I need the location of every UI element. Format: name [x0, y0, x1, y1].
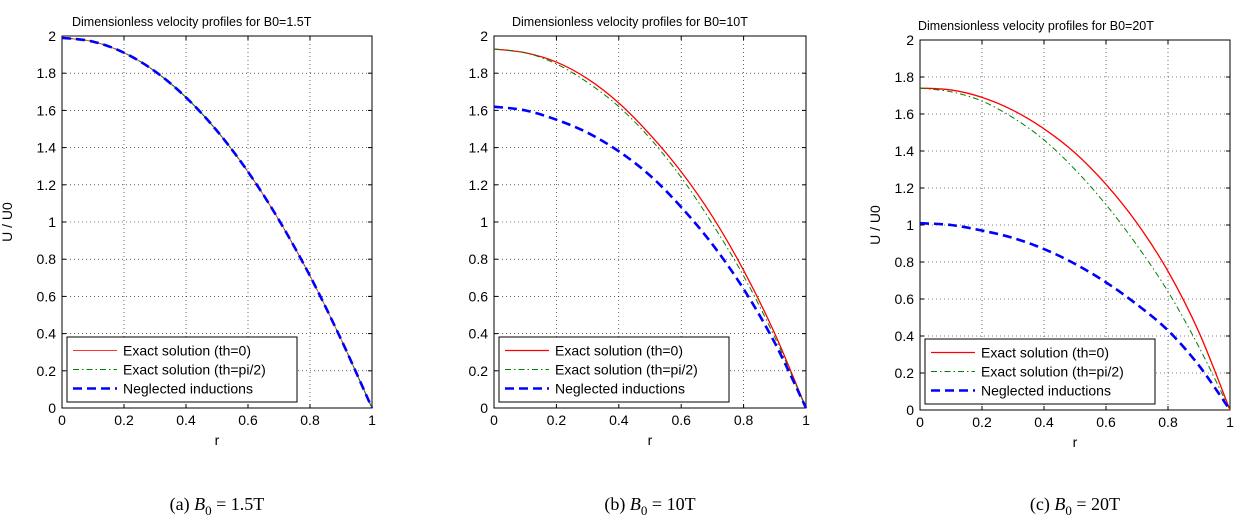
x-axis-label: r [215, 432, 220, 448]
series-line-3 [493, 105, 808, 409]
caption-math-rest: = 1.5T [212, 494, 265, 514]
caption-math-base: B [1054, 494, 1065, 514]
y-tick-label: 0.2 [895, 365, 915, 381]
chart-title: Dimensionless velocity profiles for B0=2… [918, 19, 1154, 33]
series-line-2 [919, 87, 1231, 411]
y-tick-label: 1 [48, 214, 56, 230]
y-tick-label: 1.6 [37, 102, 57, 118]
y-axis-label: U / U0 [867, 205, 883, 245]
series-line-2 [61, 37, 373, 409]
chart-panel-2: Dimensionless velocity profiles for B0=1… [469, 15, 811, 518]
y-tick-label: 1.4 [895, 143, 915, 159]
y-tick-label: 1.8 [895, 69, 915, 85]
series-line-3 [919, 221, 1232, 411]
x-tick-label: 0.8 [1158, 414, 1178, 430]
legend-label: Neglected inductions [555, 381, 685, 397]
x-tick-label: 1 [1226, 414, 1234, 430]
legend-label: Exact solution (th=pi/2) [555, 362, 698, 378]
y-tick-label: 0.8 [469, 251, 489, 267]
x-tick-label: 0 [490, 412, 498, 428]
chart-panel-1: Dimensionless velocity profiles for B0=1… [0, 15, 376, 518]
x-tick-label: 0.6 [238, 412, 258, 428]
y-tick-label: 0.6 [37, 288, 57, 304]
x-axis-label: r [1073, 434, 1078, 450]
y-tick-label: 1.2 [37, 177, 57, 193]
caption-math-sub: 0 [641, 503, 648, 518]
y-tick-label: 0 [480, 400, 488, 416]
series-line-1 [493, 48, 807, 409]
caption-math-rest: = 10T [647, 494, 695, 514]
x-tick-label: 0.2 [547, 412, 567, 428]
x-tick-label: 1 [802, 412, 810, 428]
y-tick-label: 1.8 [37, 65, 57, 81]
series-line-3 [61, 36, 374, 409]
legend: Exact solution (th=0) Exact solution (th=… [66, 336, 298, 403]
y-tick-label: 1 [906, 217, 914, 233]
y-tick-label: 0.6 [895, 291, 915, 307]
y-tick-label: 2 [48, 28, 56, 44]
y-tick-label: 0.2 [37, 363, 57, 379]
caption-math-rest: = 20T [1072, 494, 1120, 514]
caption-math-base: B [630, 494, 641, 514]
chart-title: Dimensionless velocity profiles for B0=1… [72, 15, 312, 29]
caption-math-sub: 0 [205, 503, 212, 518]
x-tick-label: 0 [916, 414, 924, 430]
caption: (a) B0 = 1.5T [170, 494, 265, 518]
x-tick-label: 0.2 [972, 414, 992, 430]
y-axis-label: U / U0 [0, 202, 15, 242]
y-tick-label: 2 [480, 28, 488, 44]
y-tick-label: 0.6 [469, 288, 489, 304]
chart-panel-3: Dimensionless velocity profiles for B0=2… [867, 19, 1234, 518]
y-tick-label: 1.2 [895, 180, 915, 196]
legend: Exact solution (th=0) Exact solution (th=… [498, 336, 730, 403]
y-tick-label: 0.4 [469, 326, 489, 342]
y-tick-label: 1.2 [469, 177, 489, 193]
legend-label: Exact solution (th=0) [555, 343, 683, 359]
x-axis-label: r [648, 432, 653, 448]
y-tick-label: 1.8 [469, 65, 489, 81]
y-tick-label: 0.8 [37, 251, 57, 267]
series-line-2 [493, 48, 807, 409]
x-tick-label: 0.8 [300, 412, 320, 428]
y-tick-label: 1 [480, 214, 488, 230]
x-tick-label: 0.4 [609, 412, 629, 428]
y-tick-label: 0 [906, 402, 914, 418]
y-tick-label: 0 [48, 400, 56, 416]
x-tick-label: 0.6 [671, 412, 691, 428]
y-tick-label: 2 [906, 32, 914, 48]
series-line-1 [919, 87, 1231, 411]
y-tick-label: 1.6 [469, 102, 489, 118]
x-tick-label: 0.8 [734, 412, 754, 428]
y-tick-label: 1.4 [469, 140, 489, 156]
y-tick-label: 1.6 [895, 106, 915, 122]
y-tick-label: 1.4 [37, 140, 57, 156]
caption-label: (c) [1030, 494, 1054, 515]
chart-title: Dimensionless velocity profiles for B0=1… [512, 15, 748, 29]
legend: Exact solution (th=0) Exact solution (th=… [924, 338, 1156, 405]
legend-label: Exact solution (th=pi/2) [123, 362, 266, 378]
x-tick-label: 0.6 [1096, 414, 1116, 430]
y-tick-label: 0.4 [37, 326, 57, 342]
caption-math-base: B [194, 494, 205, 514]
y-tick-label: 0.2 [469, 363, 489, 379]
caption-math-sub: 0 [1065, 503, 1072, 518]
y-tick-label: 0.8 [895, 254, 915, 270]
x-tick-label: 1 [368, 412, 376, 428]
legend-label: Neglected inductions [123, 381, 253, 397]
caption-label: (a) [170, 494, 194, 515]
legend-label: Exact solution (th=0) [123, 343, 251, 359]
caption: (c) B0 = 20T [1030, 494, 1120, 518]
x-tick-label: 0 [58, 412, 66, 428]
legend-label: Exact solution (th=pi/2) [981, 364, 1124, 380]
caption-label: (b) [604, 494, 630, 515]
caption: (b) B0 = 10T [604, 494, 695, 518]
x-tick-label: 0.4 [176, 412, 196, 428]
legend-label: Neglected inductions [981, 383, 1111, 399]
y-tick-label: 0.4 [895, 328, 915, 344]
x-tick-label: 0.2 [114, 412, 134, 428]
legend-label: Exact solution (th=0) [981, 345, 1109, 361]
x-tick-label: 0.4 [1034, 414, 1054, 430]
